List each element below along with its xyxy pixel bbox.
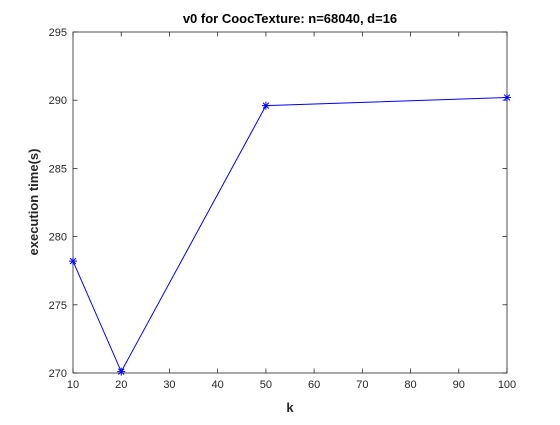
x-tick-label: 40 [212, 379, 224, 391]
x-tick-label: 60 [308, 379, 320, 391]
chart-title: v0 for CoocTexture: n=68040, d=16 [183, 11, 397, 26]
y-tick-label: 280 [49, 232, 67, 244]
data-point-marker [117, 367, 126, 376]
x-tick-label: 70 [356, 379, 368, 391]
y-tick-label: 290 [49, 95, 67, 107]
series-group [69, 93, 511, 376]
y-tick-label: 275 [49, 300, 67, 312]
y-axis-label: execution time(s) [26, 149, 41, 256]
y-tick-label: 270 [49, 368, 67, 380]
series-line [72, 96, 508, 373]
x-tick-label: 20 [115, 379, 127, 391]
y-tick-label: 295 [49, 27, 67, 39]
x-tick-label: 90 [453, 379, 465, 391]
axis-ticks: 10 20 30 40 50 60 70 80 90 100 270 275 280 285 290 295 [49, 27, 517, 391]
x-tick-label: 80 [404, 379, 416, 391]
x-tick-label: 30 [163, 379, 175, 391]
x-tick-label: 100 [498, 379, 516, 391]
y-tick-label: 285 [49, 163, 67, 175]
data-point-marker [503, 93, 511, 102]
x-tick-label: 10 [67, 379, 79, 391]
data-point-marker [261, 101, 270, 110]
x-tick-label: 50 [260, 379, 272, 391]
x-axis-label: k [286, 400, 294, 415]
plot-area [72, 31, 508, 374]
data-point-marker [69, 257, 77, 266]
